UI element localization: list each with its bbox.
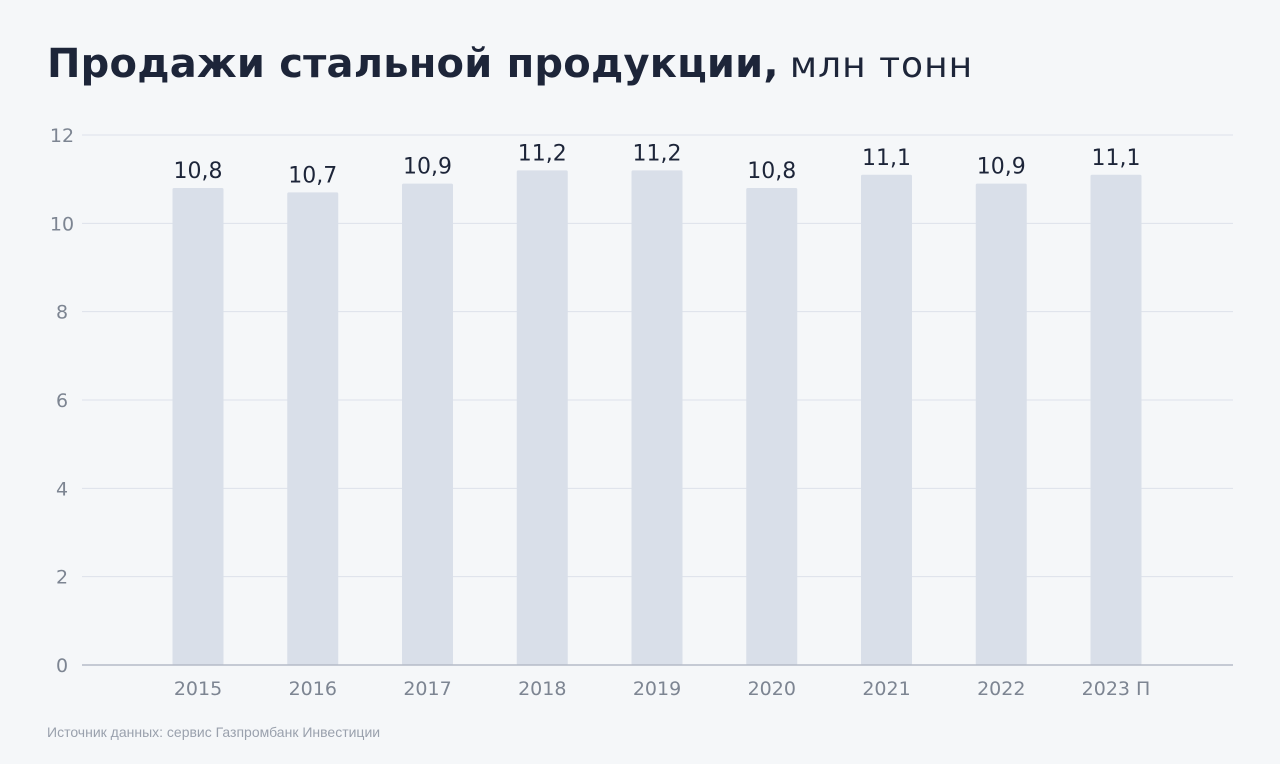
y-tick-label: 4 xyxy=(56,478,68,500)
x-tick-label: 2021 xyxy=(862,678,910,700)
x-tick-label: 2015 xyxy=(174,678,222,700)
bar xyxy=(631,170,683,666)
x-tick-label: 2023 П xyxy=(1082,678,1151,700)
bar xyxy=(746,188,798,665)
x-tick-label: 2018 xyxy=(518,678,566,700)
bar xyxy=(861,174,912,665)
x-tick-label: 2022 xyxy=(977,678,1025,700)
y-tick-label: 10 xyxy=(50,213,74,235)
bar-value-label: 10,9 xyxy=(403,155,452,180)
bar-value-label: 10,8 xyxy=(174,159,223,184)
bar xyxy=(172,188,224,665)
bar xyxy=(975,183,1027,666)
x-tick-label: 2020 xyxy=(748,678,796,700)
chart-title-main: Продажи стальной продукции, xyxy=(47,41,779,87)
bar-value-label: 10,7 xyxy=(288,163,337,188)
bar-value-label: 10,9 xyxy=(977,155,1026,180)
bar-value-label: 10,8 xyxy=(747,159,796,184)
bar xyxy=(516,170,568,666)
chart-title-unit: млн тонн xyxy=(789,45,974,86)
source-note: Источник данных: сервис Газпромбанк Инве… xyxy=(47,724,381,740)
y-tick-label: 0 xyxy=(56,655,68,677)
bar-value-label: 11,2 xyxy=(518,141,567,166)
bar-value-label: 11,1 xyxy=(1092,146,1141,171)
x-tick-label: 2017 xyxy=(403,678,451,700)
bar xyxy=(287,192,339,665)
bar xyxy=(402,183,453,666)
bar xyxy=(1090,174,1142,665)
y-tick-label: 8 xyxy=(56,302,68,324)
y-tick-label: 6 xyxy=(56,390,68,412)
x-tick-label: 2016 xyxy=(289,678,337,700)
y-tick-label: 2 xyxy=(56,567,68,589)
x-tick-label: 2019 xyxy=(633,678,681,700)
chart-title: Продажи стальной продукции, млн тонн xyxy=(47,44,973,84)
bar-value-label: 11,1 xyxy=(862,146,911,171)
bar-value-label: 11,2 xyxy=(633,141,682,166)
y-tick-label: 12 xyxy=(50,125,74,147)
